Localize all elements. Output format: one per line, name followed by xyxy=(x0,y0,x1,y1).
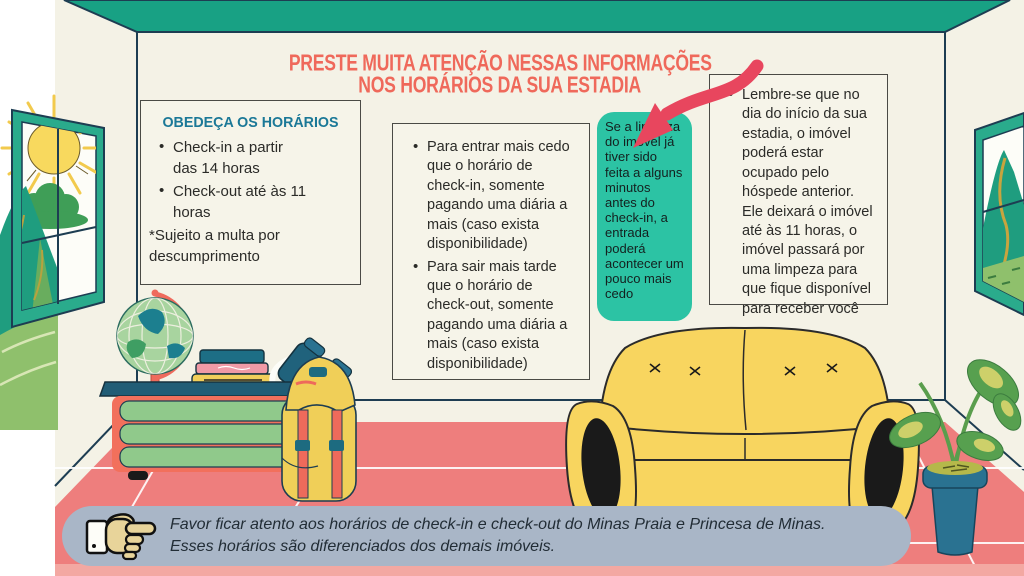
footer-banner-text: Favor ficar atento aos horários de check… xyxy=(170,514,825,557)
floor-edge-strip xyxy=(55,564,1024,576)
dresser xyxy=(98,381,337,480)
list-item: Check-out até às 11 horas xyxy=(159,180,307,223)
pointing-hand-icon xyxy=(85,513,157,561)
footer-banner: Favor ficar atento aos horários de check… xyxy=(62,506,911,566)
callout-text: Se a limpeza do imóvel já tiver sido fei… xyxy=(605,119,684,302)
reminder-list: Lembre-se que no dia do início da sua es… xyxy=(718,85,879,319)
footer-line-1: Favor ficar atento aos horários de check… xyxy=(170,516,826,534)
globe-icon xyxy=(116,289,194,397)
reminder-box: Lembre-se que no dia do início da sua es… xyxy=(709,74,888,317)
schedule-box: OBEDEÇA OS HORÁRIOS Check-in a partir da… xyxy=(140,100,361,285)
backpack-icon xyxy=(281,356,357,502)
tufting-marks xyxy=(649,363,838,376)
attention-arrow-icon xyxy=(633,59,764,148)
list-item: Check-in a partir das 14 horas xyxy=(159,136,307,179)
page-title: PRESTE MUITA ATENÇÃO NESSAS INFORMAÇÕES … xyxy=(230,51,770,99)
schedule-box-heading: OBEDEÇA OS HORÁRIOS xyxy=(162,114,339,131)
title-line-2: NOS HORÁRIOS DA SUA ESTADIA xyxy=(358,72,642,99)
dresser-still-life xyxy=(98,289,357,502)
early-entry-callout: Se a limpeza do imóvel já tiver sido fei… xyxy=(597,112,692,321)
extra-day-list: Para entrar mais cedo que o horário de c… xyxy=(403,137,579,375)
list-item: Para entrar mais cedo que o horário de c… xyxy=(413,137,579,255)
potted-plant xyxy=(889,359,1022,556)
footer-line-2: Esses horários são diferenciados dos dem… xyxy=(170,538,556,555)
list-item: Para sair mais tarde que o horário de ch… xyxy=(413,257,579,375)
sun-icon xyxy=(27,122,81,175)
extra-day-box: Para entrar mais cedo que o horário de c… xyxy=(392,123,590,380)
left-window xyxy=(11,108,105,329)
schedule-list: Check-in a partir das 14 horas Check-out… xyxy=(149,136,352,223)
list-item: Lembre-se que no dia do início da sua es… xyxy=(728,85,879,319)
right-window xyxy=(974,111,1024,317)
plant-pot xyxy=(922,461,988,556)
plant-leaves xyxy=(889,359,1022,461)
ceiling xyxy=(63,0,1011,33)
penalty-note: *Sujeito a multa por descumprimento xyxy=(149,227,280,265)
title-line-1: PRESTE MUITA ATENÇÃO NESSAS INFORMAÇÕES xyxy=(288,51,712,77)
